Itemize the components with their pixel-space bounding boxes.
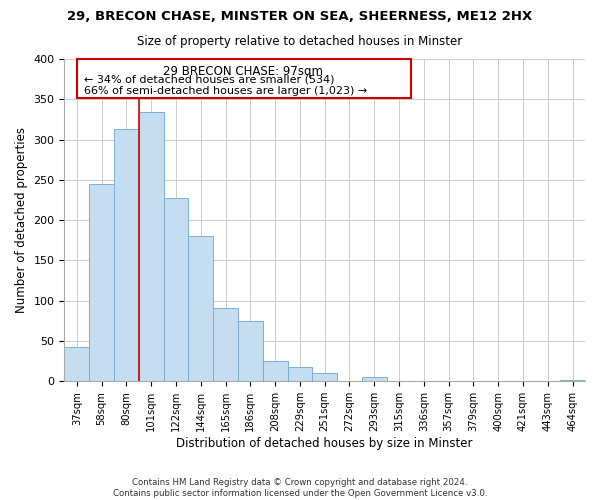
Text: 66% of semi-detached houses are larger (1,023) →: 66% of semi-detached houses are larger (… bbox=[84, 86, 367, 96]
Bar bbox=[313, 374, 337, 382]
FancyBboxPatch shape bbox=[77, 59, 412, 98]
Text: 29, BRECON CHASE, MINSTER ON SEA, SHEERNESS, ME12 2HX: 29, BRECON CHASE, MINSTER ON SEA, SHEERN… bbox=[67, 10, 533, 23]
X-axis label: Distribution of detached houses by size in Minster: Distribution of detached houses by size … bbox=[176, 437, 473, 450]
Bar bbox=[64, 346, 89, 382]
Text: ← 34% of detached houses are smaller (534): ← 34% of detached houses are smaller (53… bbox=[84, 74, 335, 85]
Text: 29 BRECON CHASE: 97sqm: 29 BRECON CHASE: 97sqm bbox=[163, 66, 323, 78]
Bar bbox=[89, 184, 114, 382]
Bar bbox=[238, 321, 263, 382]
Bar bbox=[287, 367, 313, 382]
Bar bbox=[114, 129, 139, 382]
Y-axis label: Number of detached properties: Number of detached properties bbox=[15, 127, 28, 313]
Text: Contains HM Land Registry data © Crown copyright and database right 2024.
Contai: Contains HM Land Registry data © Crown c… bbox=[113, 478, 487, 498]
Text: Size of property relative to detached houses in Minster: Size of property relative to detached ho… bbox=[137, 35, 463, 48]
Bar bbox=[560, 380, 585, 382]
Bar bbox=[139, 112, 164, 382]
Bar bbox=[263, 361, 287, 382]
Bar bbox=[362, 378, 386, 382]
Bar bbox=[188, 236, 213, 382]
Bar bbox=[213, 308, 238, 382]
Bar bbox=[164, 198, 188, 382]
